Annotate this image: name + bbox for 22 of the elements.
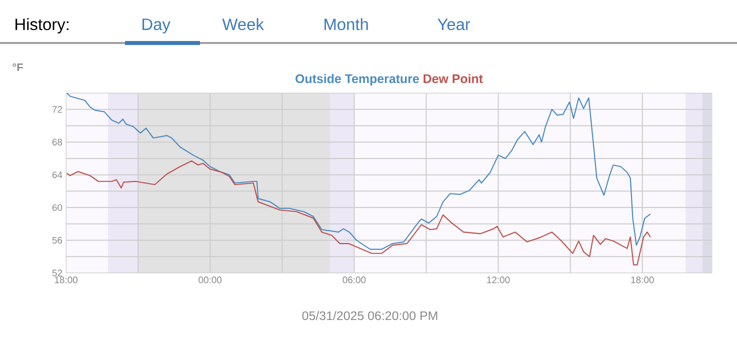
text: Outside Temperature (296, 74, 419, 86)
y-tick-label: 72 (52, 106, 62, 113)
line-series (66, 160, 651, 266)
y-tick-label: 56 (52, 236, 62, 244)
x-tick-label: 18:00 (631, 276, 654, 284)
text: History: (16, 18, 68, 34)
x-tick-label: 06:00 (342, 276, 366, 284)
text: Year (438, 18, 470, 30)
y-tick-label: 52 (52, 270, 62, 276)
text: Month (324, 18, 368, 30)
line-series (66, 93, 651, 250)
y-axis-title: °F (12, 63, 23, 71)
x-tick-label: 12:00 (487, 276, 510, 284)
y-tick-label: 60 (52, 204, 62, 211)
text: Week (222, 18, 264, 30)
x-tick-label: 00:00 (198, 276, 222, 284)
text: Dew Point (424, 74, 483, 84)
y-tick-label: 68 (52, 138, 62, 146)
x-tick-label: 18:00 (54, 276, 78, 284)
y-tick-label: 64 (52, 171, 62, 178)
x-axis-title: 05/31/2025 06:20:00 PM (302, 310, 438, 320)
text: Day (142, 18, 170, 34)
